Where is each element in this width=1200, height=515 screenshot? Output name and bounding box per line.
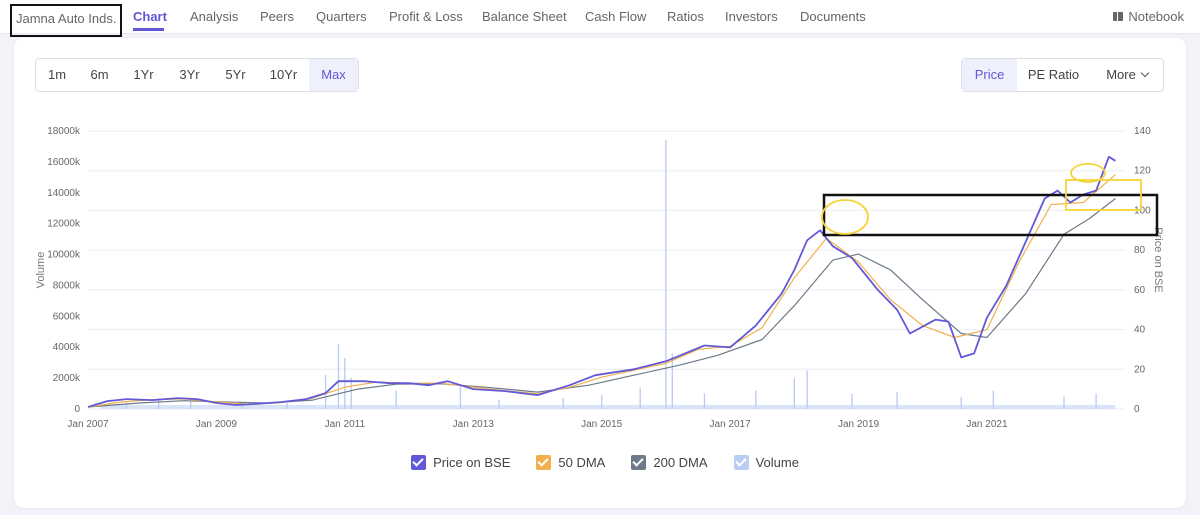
x-tick-label: Jan 2015 (581, 419, 623, 430)
x-tick-label: Jan 2007 (67, 419, 109, 430)
annotation-rectangle (822, 193, 1159, 237)
range-button-3yr[interactable]: 3Yr (179, 67, 200, 82)
annotation-highlight-box (1065, 179, 1142, 211)
y-left-tick-label: 6000k (53, 311, 81, 322)
metric-selector: Price PE Ratio More (961, 58, 1164, 92)
tab-chart[interactable]: Chart (133, 9, 167, 24)
y-left-tick-label: 18000k (47, 126, 81, 137)
y-left-tick-label: 8000k (53, 280, 81, 291)
range-button-1m[interactable]: 1m (47, 67, 67, 82)
dma50-series-line (87, 174, 1116, 408)
tab-balance-sheet[interactable]: Balance Sheet (482, 9, 567, 24)
y-right-tick-label: 100 (1134, 205, 1151, 216)
y-right-tick-label: 60 (1134, 285, 1146, 296)
x-tick-label: Jan 2021 (966, 419, 1008, 430)
tab-profit-loss[interactable]: Profit & Loss (389, 9, 463, 24)
y-right-tick-label: 0 (1134, 404, 1140, 415)
book-icon (1113, 12, 1124, 21)
y-right-tick-label: 40 (1134, 325, 1146, 336)
price-series-line (87, 155, 1116, 408)
range-button-1yr[interactable]: 1Yr (133, 67, 154, 82)
y-left-tick-label: 14000k (47, 188, 81, 199)
y-left-tick-label: 12000k (47, 219, 81, 230)
y-right-tick-label: 140 (1134, 126, 1151, 137)
chart-card (14, 38, 1186, 508)
active-tab-underline (133, 28, 164, 31)
tab-analysis[interactable]: Analysis (190, 9, 239, 24)
legend-item-volume[interactable]: Volume (733, 455, 799, 470)
legend-item-50-dma[interactable]: 50 DMA (536, 455, 605, 470)
y-left-tick-label: 10000k (47, 250, 81, 261)
more-button[interactable]: More (1090, 59, 1164, 91)
y-left-tick-label: 16000k (47, 157, 81, 168)
legend-label: Price on BSE (433, 455, 511, 470)
x-tick-label: Jan 2011 (325, 419, 366, 430)
x-tick-label: Jan 2013 (453, 419, 495, 430)
checkbox-icon (536, 455, 552, 470)
tab-investors[interactable]: Investors (725, 9, 778, 24)
pe-label: PE Ratio (1027, 67, 1080, 82)
y-left-tick-label: 4000k (53, 342, 81, 353)
checkbox-icon (411, 455, 427, 470)
y-right-tick-label: 20 (1134, 364, 1146, 375)
y-right-axis-title: Price on BSE (1152, 227, 1164, 292)
tab-cash-flow[interactable]: Cash Flow (585, 9, 647, 24)
annotation-ellipse (821, 199, 869, 235)
y-left-axis-title: Volume (35, 252, 47, 289)
more-label: More (1106, 67, 1136, 82)
range-button-10yr[interactable]: 10Yr (269, 67, 298, 82)
time-range-selector: 1m 6m 1Yr 3Yr 5Yr 10Yr Max (35, 58, 359, 92)
tab-peers[interactable]: Peers (260, 9, 294, 24)
company-name[interactable]: Jamna Auto Inds. (10, 4, 122, 37)
price-button[interactable]: Price (962, 59, 1017, 91)
notebook-label: Notebook (1128, 9, 1184, 24)
legend-item-price-on-bse[interactable]: Price on BSE (411, 455, 510, 470)
checkbox-icon (733, 455, 749, 470)
legend-label: Volume (755, 455, 799, 470)
legend-label: 50 DMA (558, 455, 606, 470)
tab-documents[interactable]: Documents (800, 9, 866, 24)
checkbox-icon (631, 455, 647, 470)
legend-label: 200 DMA (653, 455, 708, 470)
y-left-tick-label: 0 (74, 404, 80, 415)
tab-quarters[interactable]: Quarters (316, 9, 367, 24)
legend-item-200-dma[interactable]: 200 DMA (631, 455, 708, 470)
dma200-series-line (87, 198, 1116, 408)
tab-ratios[interactable]: Ratios (667, 9, 704, 24)
y-left-tick-label: 2000k (53, 373, 81, 384)
range-button-max[interactable]: Max (309, 59, 358, 91)
chart-legend: Price on BSE 50 DMA 200 DMA Volume (0, 455, 1200, 470)
range-button-5yr[interactable]: 5Yr (225, 67, 246, 82)
top-navigation: Jamna Auto Inds. Notebook Chart Analysis P… (0, 0, 1200, 37)
notebook-link[interactable]: Notebook (1113, 9, 1184, 24)
price-label: Price (974, 67, 1005, 82)
range-button-6m[interactable]: 6m (90, 67, 109, 82)
annotation-ellipse (1070, 163, 1106, 183)
volume-base-band (100, 405, 1116, 409)
y-right-tick-label: 80 (1134, 245, 1146, 256)
x-tick-label: Jan 2019 (838, 419, 880, 430)
x-tick-label: Jan 2017 (710, 419, 752, 430)
x-tick-label: Jan 2009 (196, 419, 238, 430)
pe-button[interactable]: PE Ratio (1017, 59, 1090, 91)
y-right-tick-label: 120 (1134, 166, 1151, 177)
